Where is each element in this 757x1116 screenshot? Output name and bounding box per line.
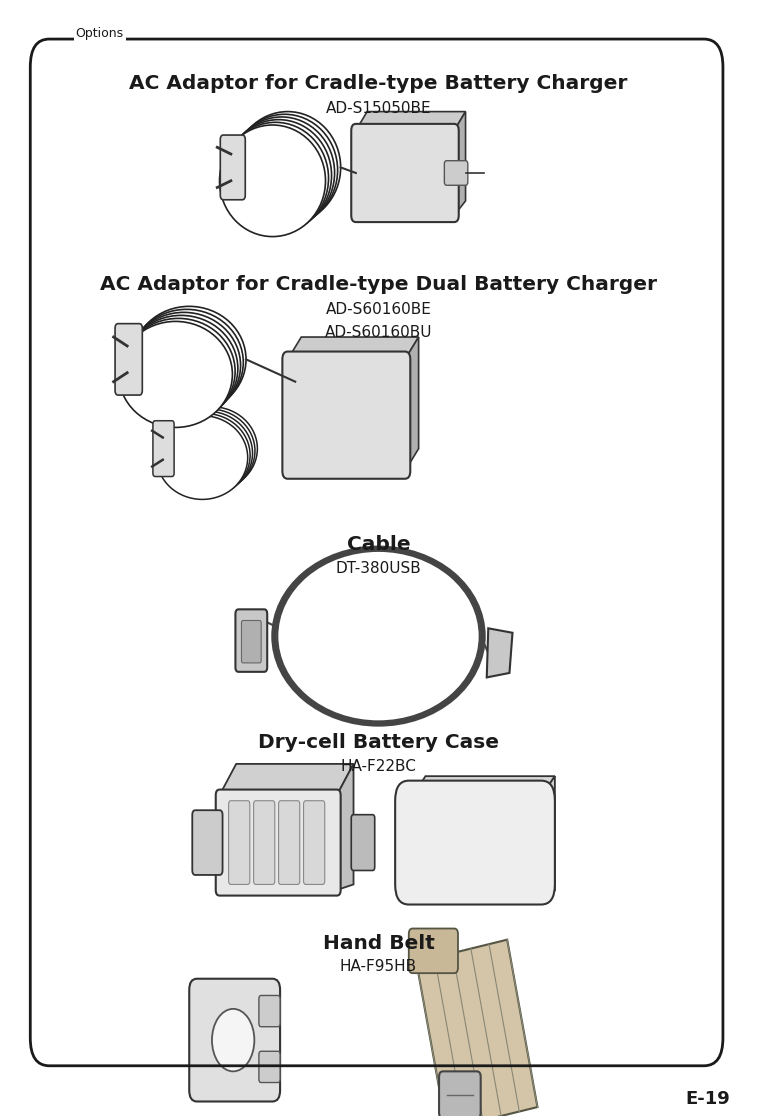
Text: Dry-cell Battery Case: Dry-cell Battery Case: [258, 732, 499, 752]
Ellipse shape: [127, 312, 241, 418]
Text: E-19: E-19: [686, 1090, 731, 1108]
Ellipse shape: [119, 321, 232, 427]
Text: AD-S15050BE: AD-S15050BE: [326, 100, 431, 116]
FancyBboxPatch shape: [153, 421, 174, 477]
FancyBboxPatch shape: [351, 815, 375, 870]
Ellipse shape: [273, 547, 484, 725]
Polygon shape: [454, 112, 466, 215]
Ellipse shape: [220, 125, 326, 237]
Text: AD-S60160BE: AD-S60160BE: [326, 301, 431, 317]
Ellipse shape: [235, 112, 341, 223]
FancyBboxPatch shape: [220, 135, 245, 200]
Text: AC Adaptor for Cradle-type Battery Charger: AC Adaptor for Cradle-type Battery Charg…: [129, 74, 628, 94]
Ellipse shape: [157, 416, 248, 500]
FancyBboxPatch shape: [254, 801, 275, 884]
Text: DT-380USB: DT-380USB: [335, 560, 422, 576]
Ellipse shape: [159, 414, 250, 498]
Ellipse shape: [124, 316, 238, 422]
Ellipse shape: [162, 411, 253, 496]
FancyBboxPatch shape: [192, 810, 223, 875]
Ellipse shape: [122, 318, 235, 424]
Text: HA-F22BC: HA-F22BC: [341, 759, 416, 775]
Text: Hand Belt: Hand Belt: [322, 933, 435, 953]
Ellipse shape: [277, 551, 480, 721]
FancyBboxPatch shape: [351, 124, 459, 222]
Polygon shape: [356, 112, 466, 131]
FancyBboxPatch shape: [229, 801, 250, 884]
FancyBboxPatch shape: [216, 790, 341, 895]
FancyBboxPatch shape: [259, 995, 280, 1027]
Polygon shape: [337, 763, 354, 891]
FancyBboxPatch shape: [259, 1051, 280, 1083]
Ellipse shape: [274, 548, 483, 724]
Ellipse shape: [167, 407, 257, 491]
Polygon shape: [220, 763, 354, 795]
FancyBboxPatch shape: [439, 1071, 481, 1116]
Ellipse shape: [276, 549, 481, 723]
Polygon shape: [413, 777, 555, 797]
Ellipse shape: [164, 410, 255, 493]
FancyBboxPatch shape: [304, 801, 325, 884]
FancyBboxPatch shape: [279, 801, 300, 884]
Ellipse shape: [129, 309, 243, 415]
Text: AD-S60160BU: AD-S60160BU: [325, 325, 432, 340]
Text: Cable: Cable: [347, 535, 410, 555]
Polygon shape: [416, 940, 537, 1116]
FancyBboxPatch shape: [444, 161, 468, 185]
FancyBboxPatch shape: [235, 609, 267, 672]
Text: Options: Options: [76, 27, 124, 40]
Ellipse shape: [223, 123, 329, 234]
Text: HA-F95HB: HA-F95HB: [340, 959, 417, 974]
FancyBboxPatch shape: [395, 781, 555, 904]
FancyBboxPatch shape: [241, 620, 261, 663]
FancyBboxPatch shape: [282, 352, 410, 479]
Circle shape: [212, 1009, 254, 1071]
FancyBboxPatch shape: [189, 979, 280, 1101]
Ellipse shape: [232, 114, 338, 225]
Ellipse shape: [226, 119, 332, 231]
Polygon shape: [288, 337, 419, 359]
Ellipse shape: [229, 117, 335, 229]
FancyBboxPatch shape: [409, 929, 458, 973]
Ellipse shape: [132, 306, 246, 413]
Polygon shape: [487, 628, 512, 677]
Polygon shape: [541, 777, 555, 891]
Polygon shape: [405, 337, 419, 471]
Text: AC Adaptor for Cradle-type Dual Battery Charger: AC Adaptor for Cradle-type Dual Battery …: [100, 275, 657, 295]
FancyBboxPatch shape: [115, 324, 142, 395]
